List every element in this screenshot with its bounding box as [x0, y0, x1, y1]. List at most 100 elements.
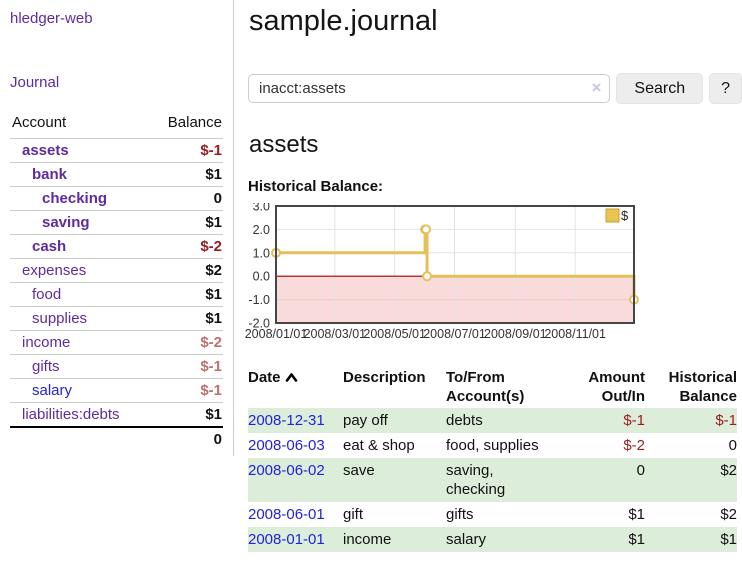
chart-ytick-label: 2.0 — [253, 223, 270, 237]
chart-xtick-label: 2008/03/01 — [304, 327, 367, 341]
chart-ytick-label: -2.0 — [248, 317, 270, 331]
account-link[interactable]: salary — [32, 382, 73, 399]
transaction-amount: $-1 — [623, 412, 645, 429]
accounts-total-row: 0 — [10, 426, 223, 451]
account-link[interactable]: income — [22, 334, 71, 351]
sidebar-item-journal[interactable]: Journal — [10, 74, 60, 91]
search-form: × Search ? — [248, 73, 742, 104]
accounts-total: 0 — [149, 426, 223, 451]
transaction-date-link[interactable]: 2008-12-31 — [248, 412, 325, 429]
chart-xtick-label: 2008/09/01 — [484, 327, 547, 341]
account-row: liabilities:debts $1 — [10, 402, 223, 427]
account-balance: $-2 — [149, 330, 223, 355]
page-title: sample.journal — [249, 5, 438, 37]
chart-data-point — [422, 271, 433, 282]
account-balance: $1 — [149, 162, 223, 187]
chart-frame — [275, 205, 635, 324]
account-balance: $-1 — [149, 354, 223, 379]
transaction-accounts: debts — [446, 412, 483, 429]
transaction-amount: 0 — [636, 462, 645, 479]
account-link[interactable]: expenses — [22, 262, 87, 279]
account-row: supplies $1 — [10, 306, 223, 331]
chart-xtick-label: 2008/11/01 — [544, 327, 606, 341]
chart-legend-swatch — [605, 208, 620, 223]
chart-xtick-label: 2008/07/01 — [423, 327, 486, 341]
account-row: salary $-1 — [10, 378, 223, 403]
chart-data-point — [421, 224, 432, 235]
account-link[interactable]: saving — [42, 214, 90, 231]
transaction-description: pay off — [343, 412, 388, 429]
account-balance: $-1 — [149, 378, 223, 403]
transaction-description: save — [343, 462, 375, 479]
transaction-date-link[interactable]: 2008-06-02 — [248, 462, 325, 479]
transaction-row: 2008-06-02 save saving, checking 0 $2 — [248, 458, 737, 502]
account-row: cash $-2 — [10, 234, 223, 259]
balance-chart: $3.0 2.0 1.0 0.0 -1.0 -2.02008/01/012008/03/0… — [245, 203, 639, 341]
transaction-accounts: food, supplies — [446, 437, 539, 454]
transaction-row: 2008-01-01 income salary $1 $1 — [248, 527, 737, 552]
transaction-row: 2008-12-31 pay off debts $-1 $-1 — [248, 408, 737, 433]
brand-link[interactable]: hledger-web — [10, 10, 93, 27]
chart-ytick-label: -1.0 — [248, 293, 270, 307]
accounts-table: Account Balance assets $-1 bank $1 check… — [10, 112, 223, 451]
chart-xtick-label: 2008/01/01 — [245, 327, 308, 341]
search-input[interactable] — [248, 74, 611, 103]
account-row: expenses $2 — [10, 258, 223, 283]
chart-title: Historical Balance: — [248, 178, 384, 195]
account-balance: $1 — [149, 210, 223, 235]
account-row: bank $1 — [10, 162, 223, 187]
account-row: gifts $-1 — [10, 354, 223, 379]
sidebar: hledger-web Journal Account Balance asse… — [0, 0, 234, 456]
account-row: assets $-1 — [10, 138, 223, 163]
transaction-date-link[interactable]: 2008-01-01 — [248, 531, 325, 548]
chart-legend-label: $ — [621, 208, 629, 223]
search-button[interactable]: Search — [616, 73, 704, 104]
transaction-date-link[interactable]: 2008-06-03 — [248, 437, 325, 454]
sort-ascending-icon — [285, 373, 297, 382]
account-row: food $1 — [10, 282, 223, 307]
transaction-date-link[interactable]: 2008-06-01 — [248, 506, 325, 523]
transaction-description: gift — [343, 506, 364, 523]
transaction-balance: 0 — [728, 437, 737, 454]
account-link[interactable]: cash — [32, 238, 67, 255]
clear-search-icon[interactable]: × — [591, 78, 602, 97]
account-heading: assets — [249, 131, 319, 158]
register-col-description: Description — [343, 369, 426, 386]
account-row: income $-2 — [10, 330, 223, 355]
transaction-description: eat & shop — [343, 437, 415, 454]
account-balance: $-1 — [149, 138, 223, 163]
account-link[interactable]: supplies — [32, 310, 88, 327]
account-balance: $1 — [149, 306, 223, 331]
transaction-balance: $1 — [720, 531, 737, 548]
account-balance: $1 — [149, 282, 223, 307]
account-link[interactable]: food — [32, 286, 62, 303]
transaction-amount: $-2 — [623, 437, 645, 454]
register-col-balance: Historical Balance — [668, 369, 737, 405]
account-link[interactable]: gifts — [32, 358, 60, 375]
transaction-accounts: gifts — [446, 506, 474, 523]
chart-ytick-label: 3.0 — [253, 203, 270, 214]
chart-xtick-label: 2008/05/01 — [363, 327, 426, 341]
account-link[interactable]: bank — [32, 166, 68, 183]
help-button[interactable]: ? — [709, 73, 742, 104]
accounts-col-balance: Balance — [167, 114, 222, 131]
account-link[interactable]: assets — [22, 142, 69, 159]
transaction-balance: $2 — [720, 506, 737, 523]
transaction-amount: $1 — [628, 506, 645, 523]
register-table: Date Description To/From Account(s) Amou… — [248, 366, 737, 552]
account-link[interactable]: checking — [42, 190, 108, 207]
account-balance: $-2 — [149, 234, 223, 259]
transaction-accounts: saving, checking — [446, 462, 506, 498]
account-balance: 0 — [149, 186, 223, 211]
transaction-accounts: salary — [446, 531, 487, 548]
register-col-date[interactable]: Date — [248, 366, 343, 408]
transaction-balance: $-1 — [715, 412, 737, 429]
accounts-col-account: Account — [12, 114, 67, 131]
transaction-row: 2008-06-01 gift gifts $1 $2 — [248, 502, 737, 527]
transaction-amount: $1 — [628, 531, 645, 548]
transaction-description: income — [343, 531, 392, 548]
account-link[interactable]: liabilities:debts — [22, 406, 120, 423]
account-row: checking 0 — [10, 186, 223, 211]
register-col-accounts: To/From Account(s) — [446, 369, 525, 405]
main-content: sample.journal × Search ? assets Histori… — [245, 0, 742, 552]
